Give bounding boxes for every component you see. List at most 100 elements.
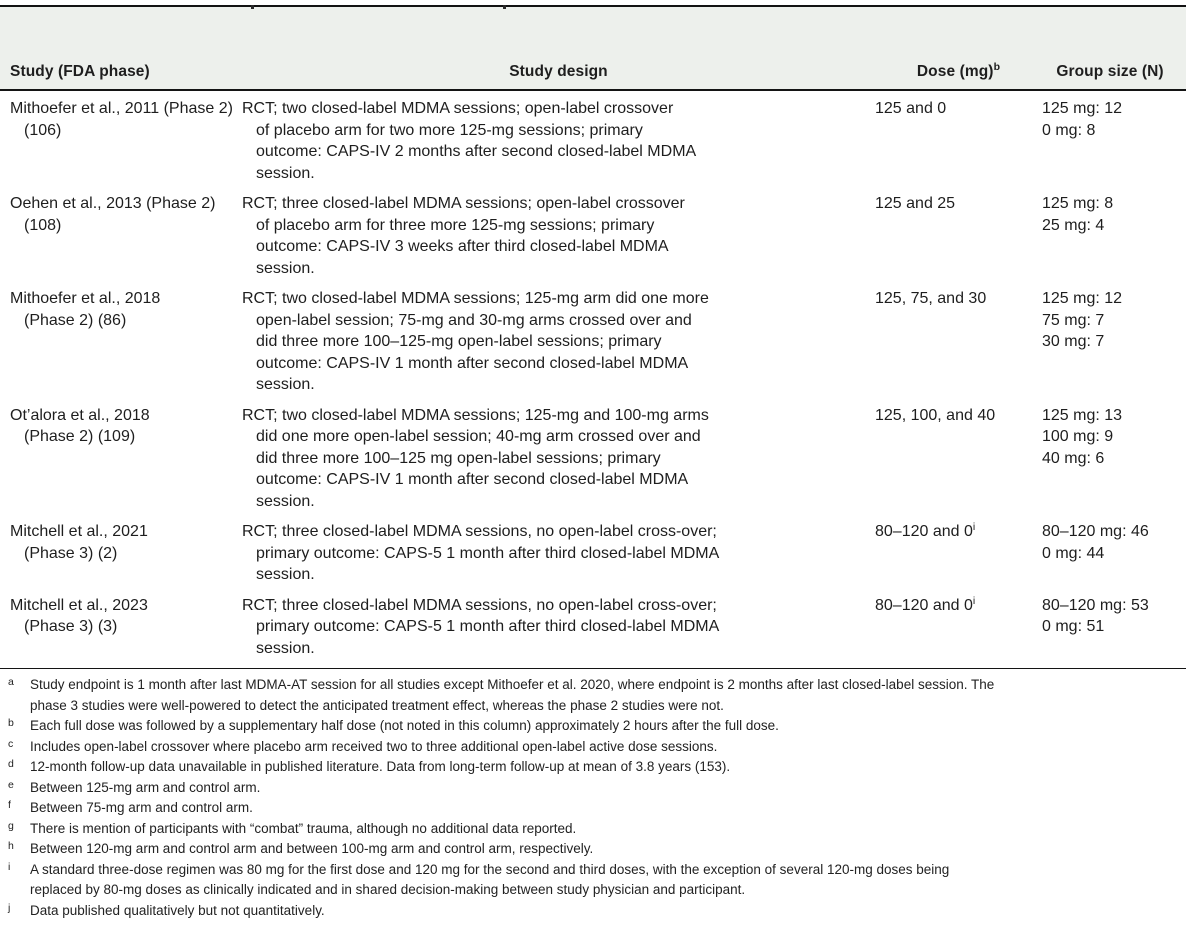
- study-line: Mithoefer et al., 2011 (Phase 2): [10, 100, 233, 117]
- footnote-mark: f: [8, 799, 11, 811]
- dose-cell: 125, 100, and 40: [875, 405, 1042, 513]
- footnote-line: Each full dose was followed by a supplem…: [30, 718, 779, 733]
- dose-cell: 125 and 0: [875, 98, 1042, 184]
- study-line: (Phase 2) (86): [24, 311, 127, 329]
- design-line: session.: [256, 566, 315, 583]
- footnote-text: A standard three-dose regimen was 80 mg …: [30, 860, 1180, 901]
- column-header-dose-label: Dose (mg): [916, 63, 994, 80]
- column-header-study-design: Study design: [509, 63, 608, 80]
- study-design-cell: RCT; three closed-label MDMA sessions, n…: [242, 595, 875, 660]
- footnote: f Between 75-mg arm and control arm.: [8, 798, 1180, 819]
- footnote: c Includes open-label crossover where pl…: [8, 737, 1180, 758]
- study-line: Mithoefer et al., 2018: [10, 290, 161, 307]
- cropped-title-remnant: [251, 5, 254, 9]
- dose-value: 125 and 0: [875, 100, 947, 117]
- group-size-line: 125 mg: 13: [1042, 406, 1123, 424]
- table-row: Mithoefer et al., 2018 (Phase 2) (86) RCT…: [0, 279, 1186, 396]
- design-line: primary outcome: CAPS-5 1 month after th…: [256, 544, 720, 562]
- design-line: RCT; two closed-label MDMA sessions; 125…: [242, 290, 709, 307]
- study-design-cell: RCT; three closed-label MDMA sessions, n…: [242, 521, 875, 586]
- footnote-line: Data published qualitatively but not qua…: [30, 902, 325, 918]
- group-size-cell: 80–120 mg: 53 0 mg: 51: [1042, 595, 1178, 660]
- table-row: Mithoefer et al., 2011 (Phase 2) (106) RC…: [0, 91, 1186, 184]
- footnote-line: A standard three-dose regimen was 80 mg …: [30, 861, 950, 877]
- study-cell: Mitchell et al., 2023 (Phase 3) (3): [10, 595, 242, 660]
- footnote-line: replaced by 80-mg doses as clinically in…: [30, 882, 746, 897]
- footnote-mark: e: [8, 778, 14, 791]
- dose-cell: 125, 75, and 30: [875, 288, 1042, 396]
- footnote-mark: c: [8, 737, 14, 750]
- footnote-text: There is mention of participants with “c…: [30, 819, 1180, 840]
- footnotes-section: a Study endpoint is 1 month after last M…: [0, 669, 1186, 921]
- study-design-cell: RCT; two closed-label MDMA sessions; 125…: [242, 405, 875, 513]
- footnote-text: Between 125-mg arm and control arm.: [30, 778, 1180, 799]
- table-page: Study (FDA phase) Study design Dose (mg)…: [0, 5, 1186, 933]
- footnote-line: 12-month follow-up data unavailable in p…: [30, 759, 731, 774]
- footnote-line: There is mention of participants with “c…: [30, 820, 577, 836]
- group-size-line: 40 mg: 6: [1042, 449, 1105, 467]
- dose-header-footnote-mark: b: [993, 61, 1001, 73]
- study-design-cell: RCT; two closed-label MDMA sessions; ope…: [242, 98, 875, 184]
- dose-value: 125 and 25: [875, 195, 956, 212]
- design-line: session.: [256, 639, 315, 657]
- study-line: (108): [24, 216, 62, 234]
- footnote-text: Between 75-mg arm and control arm.: [30, 798, 1180, 819]
- study-line: (Phase 3) (3): [24, 618, 118, 635]
- footnote-mark: h: [8, 840, 14, 852]
- design-line: did one more open-label session; 40-mg a…: [256, 428, 701, 445]
- table-header-row: Study (FDA phase) Study design Dose (mg)…: [0, 7, 1186, 91]
- footnote: i A standard three-dose regimen was 80 m…: [8, 860, 1180, 901]
- study-cell: Ot’alora et al., 2018 (Phase 2) (109): [10, 405, 242, 513]
- study-cell: Oehen et al., 2013 (Phase 2) (108): [10, 193, 242, 279]
- study-cell: Mithoefer et al., 2011 (Phase 2) (106): [10, 98, 242, 184]
- footnote-mark: a: [8, 676, 14, 688]
- design-line: did three more 100–125 mg open-label ses…: [256, 449, 661, 467]
- group-size-cell: 125 mg: 12 75 mg: 7 30 mg: 7: [1042, 288, 1178, 396]
- table-row: Mitchell et al., 2023 (Phase 3) (3) RCT; …: [0, 586, 1186, 660]
- study-line: Mitchell et al., 2023: [10, 596, 148, 614]
- design-line: RCT; two closed-label MDMA sessions; 125…: [242, 406, 709, 424]
- study-line: (Phase 3) (2): [24, 544, 118, 562]
- design-line: did three more 100–125-mg open-label ses…: [256, 333, 662, 350]
- design-line: session.: [256, 164, 315, 182]
- table-row: Mitchell et al., 2021 (Phase 3) (2) RCT; …: [0, 512, 1186, 586]
- footnote-text: 12-month follow-up data unavailable in p…: [30, 757, 1180, 778]
- study-line: Mitchell et al., 2021: [10, 523, 148, 540]
- design-line: outcome: CAPS-IV 1 month after second cl…: [256, 354, 689, 372]
- dose-value: 80–120 and 0: [875, 596, 973, 614]
- table-row: Oehen et al., 2013 (Phase 2) (108) RCT; t…: [0, 184, 1186, 279]
- footnote-line: Between 125-mg arm and control arm.: [30, 779, 261, 795]
- group-size-line: 75 mg: 7: [1042, 311, 1105, 329]
- group-size-line: 125 mg: 12: [1042, 100, 1123, 117]
- footnote: a Study endpoint is 1 month after last M…: [8, 675, 1180, 716]
- column-header-study: Study (FDA phase): [10, 63, 150, 80]
- column-header-group-size: Group size (N): [1056, 63, 1164, 80]
- footnote: j Data published qualitatively but not q…: [8, 901, 1180, 922]
- group-size-line: 100 mg: 9: [1042, 428, 1114, 445]
- design-line: of placebo arm for three more 125-mg ses…: [256, 216, 655, 234]
- dose-value: 80–120 and 0: [875, 523, 973, 540]
- footnote-line: Includes open-label crossover where plac…: [30, 738, 718, 754]
- footnote-mark: i: [8, 860, 11, 873]
- group-size-cell: 125 mg: 12 0 mg: 8: [1042, 98, 1178, 184]
- footnote-text: Study endpoint is 1 month after last MDM…: [30, 675, 1180, 716]
- group-size-line: 30 mg: 7: [1042, 333, 1105, 350]
- dose-cell: 80–120 and 0i: [875, 595, 1042, 660]
- footnote-mark: d: [8, 758, 14, 770]
- study-design-cell: RCT; two closed-label MDMA sessions; 125…: [242, 288, 875, 396]
- group-size-line: 0 mg: 51: [1042, 618, 1105, 635]
- group-size-line: 25 mg: 4: [1042, 216, 1105, 234]
- table-row: Ot’alora et al., 2018 (Phase 2) (109) RCT…: [0, 396, 1186, 513]
- group-size-line: 0 mg: 44: [1042, 544, 1105, 562]
- footnote: h Between 120-mg arm and control arm and…: [8, 839, 1180, 860]
- group-size-line: 125 mg: 8: [1042, 195, 1114, 212]
- footnote-text: Each full dose was followed by a supplem…: [30, 716, 1180, 737]
- study-line: (106): [24, 121, 62, 139]
- study-cell: Mithoefer et al., 2018 (Phase 2) (86): [10, 288, 242, 396]
- footnote-line: phase 3 studies were well-powered to det…: [30, 697, 724, 713]
- footnote-text: Data published qualitatively but not qua…: [30, 901, 1180, 922]
- group-size-line: 125 mg: 12: [1042, 290, 1123, 307]
- study-line: (Phase 2) (109): [24, 428, 136, 445]
- footnote-line: Between 120-mg arm and control arm and b…: [30, 841, 594, 856]
- footnote: b Each full dose was followed by a suppl…: [8, 716, 1180, 737]
